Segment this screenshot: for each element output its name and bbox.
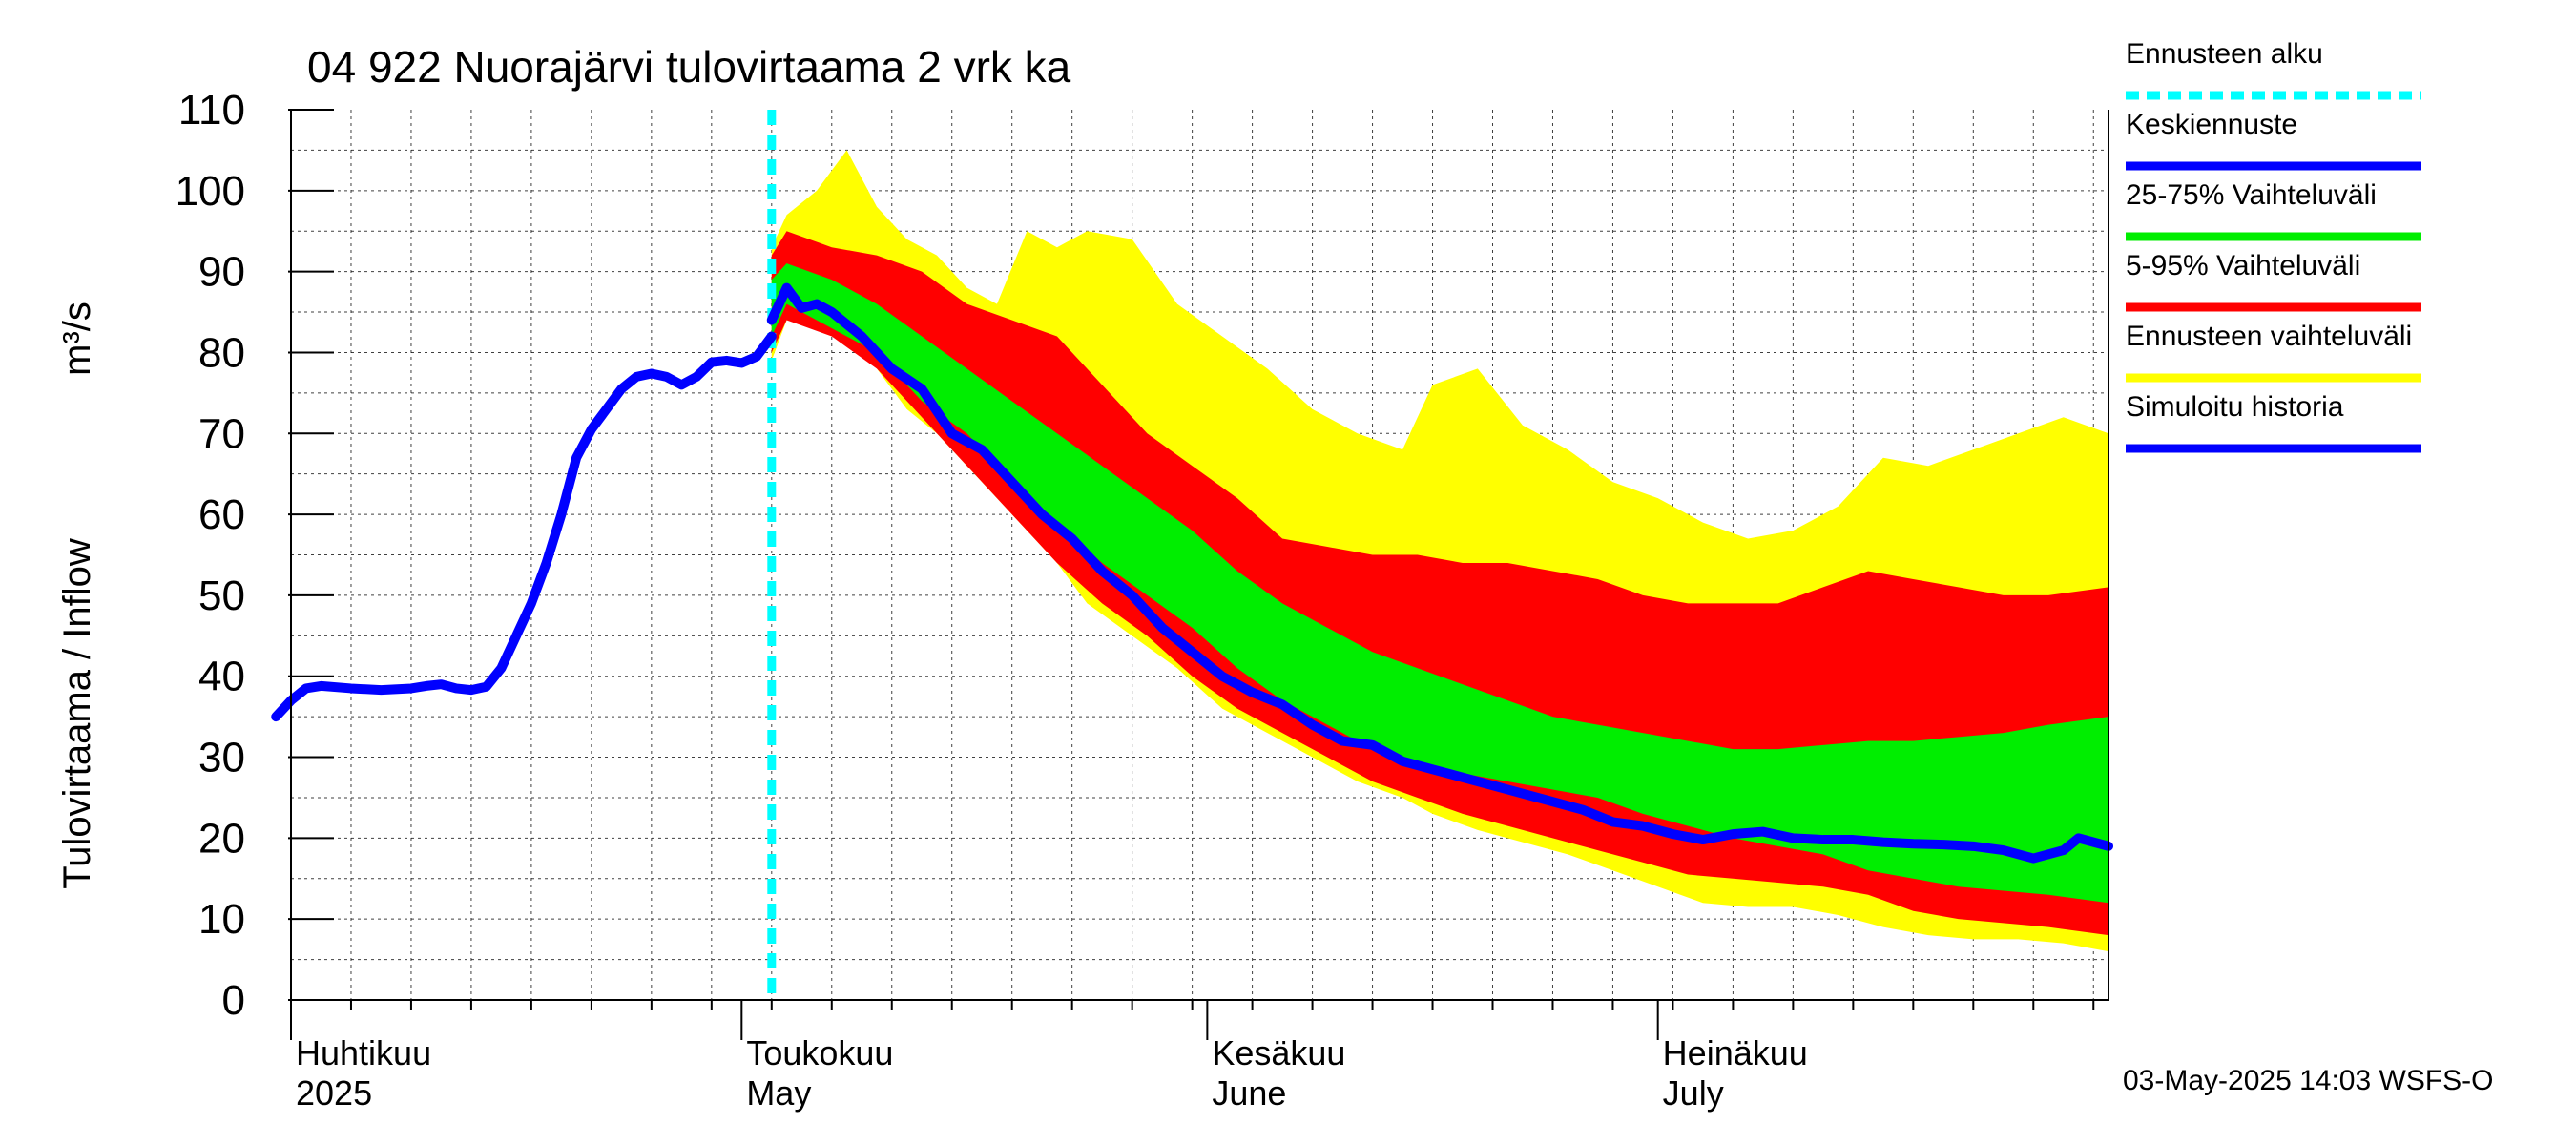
legend: Ennusteen alku Keskiennuste 25-75% Vaihtel… xyxy=(2126,38,2421,453)
x-month-label: Toukokuu xyxy=(746,1033,893,1072)
legend-label: 25-75% Vaihteluväli xyxy=(2126,179,2377,211)
footer-timestamp: 03-May-2025 14:03 WSFS-O xyxy=(2123,1065,2494,1096)
band-25-75-vaihteluv-li xyxy=(771,263,2109,904)
y-tick-label: 110 xyxy=(178,87,245,134)
series-line-simuloitu-historia xyxy=(271,331,777,722)
x-month-label: Huhtikuu xyxy=(296,1033,431,1072)
legend-label: Ennusteen vaihteluväli xyxy=(2126,321,2412,352)
x-month-sublabel: 2025 xyxy=(296,1073,372,1113)
x-month-label: Heinäkuu xyxy=(1663,1033,1808,1072)
y-tick-label: 20 xyxy=(198,815,245,862)
y-tick-label: 70 xyxy=(198,410,245,457)
y-axis-unit: m³/s xyxy=(56,302,98,376)
y-tick-label: 0 xyxy=(222,977,245,1024)
y-axis-label: Tulovirtaama / Inflow xyxy=(56,538,98,889)
y-tick-label: 30 xyxy=(198,735,245,781)
legend-label: Simuloitu historia xyxy=(2126,391,2344,423)
y-tick-label: 90 xyxy=(198,249,245,296)
chart-title: 04 922 Nuorajärvi tulovirtaama 2 vrk ka xyxy=(307,42,1071,92)
x-month-sublabel: June xyxy=(1212,1073,1286,1113)
y-tick-label: 100 xyxy=(176,168,245,215)
legend-label: 5-95% Vaihteluväli xyxy=(2126,250,2360,281)
series-layer xyxy=(271,110,2113,1000)
x-month-label: Kesäkuu xyxy=(1212,1033,1345,1072)
y-tick-label: 60 xyxy=(198,491,245,538)
x-month-sublabel: July xyxy=(1663,1073,1724,1113)
x-month-sublabel: May xyxy=(746,1073,811,1113)
series-line-keskiennuste xyxy=(766,282,2113,864)
y-tick-label: 80 xyxy=(198,329,245,376)
y-tick-label: 50 xyxy=(198,572,245,619)
y-tick-label: 10 xyxy=(198,896,245,943)
legend-label: Ennusteen alku xyxy=(2126,38,2323,70)
legend-label: Keskiennuste xyxy=(2126,109,2297,140)
y-tick-label: 40 xyxy=(198,654,245,700)
